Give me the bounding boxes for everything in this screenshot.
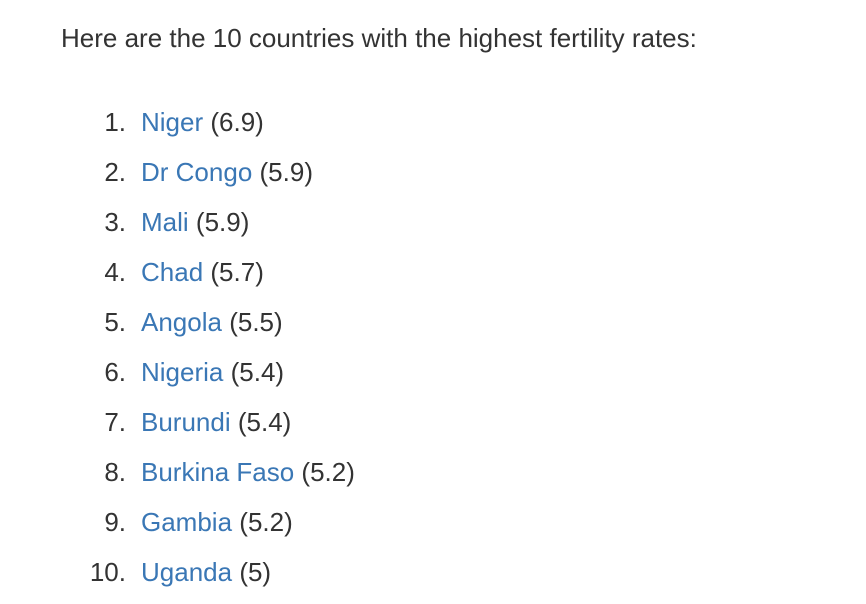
list-number: 4. (104, 257, 126, 287)
intro-text: Here are the 10 countries with the highe… (61, 23, 697, 53)
list-number: 10. (89, 557, 126, 587)
fertility-rate: (5) (239, 557, 272, 587)
list-number: 6. (104, 357, 126, 387)
fertility-rate: (5.2) (301, 457, 355, 487)
country-link-uganda[interactable]: Uganda (141, 557, 233, 587)
list-number: 9. (104, 507, 126, 537)
list-number: 8. (104, 457, 126, 487)
list-number: 5. (104, 307, 126, 337)
fertility-rate: (5.4) (237, 407, 292, 437)
fertility-rate: (5.9) (259, 157, 313, 187)
country-link-nigeria[interactable]: Nigeria (141, 357, 224, 387)
list-number: 3. (104, 207, 126, 237)
country-link-burkina-faso[interactable]: Burkina Faso (141, 457, 295, 487)
country-link-angola[interactable]: Angola (141, 307, 222, 337)
fertility-rate: (6.9) (210, 107, 264, 137)
list-number: 2. (104, 157, 126, 187)
fertility-rate: (5.5) (229, 307, 283, 337)
country-link-chad[interactable]: Chad (141, 257, 204, 287)
fertility-rate: (5.7) (210, 257, 264, 287)
list-number: 7. (104, 407, 126, 437)
list-number: 1. (104, 107, 126, 137)
country-link-mali[interactable]: Mali (141, 207, 189, 237)
country-link-gambia[interactable]: Gambia (141, 507, 233, 537)
fertility-rate: (5.9) (195, 207, 250, 237)
country-link-dr-congo[interactable]: Dr Congo (141, 157, 253, 187)
fertility-rate: (5.2) (239, 507, 293, 537)
country-link-burundi[interactable]: Burundi (141, 407, 231, 437)
country-link-niger[interactable]: Niger (141, 107, 204, 137)
fertility-rate: (5.4) (230, 357, 285, 387)
